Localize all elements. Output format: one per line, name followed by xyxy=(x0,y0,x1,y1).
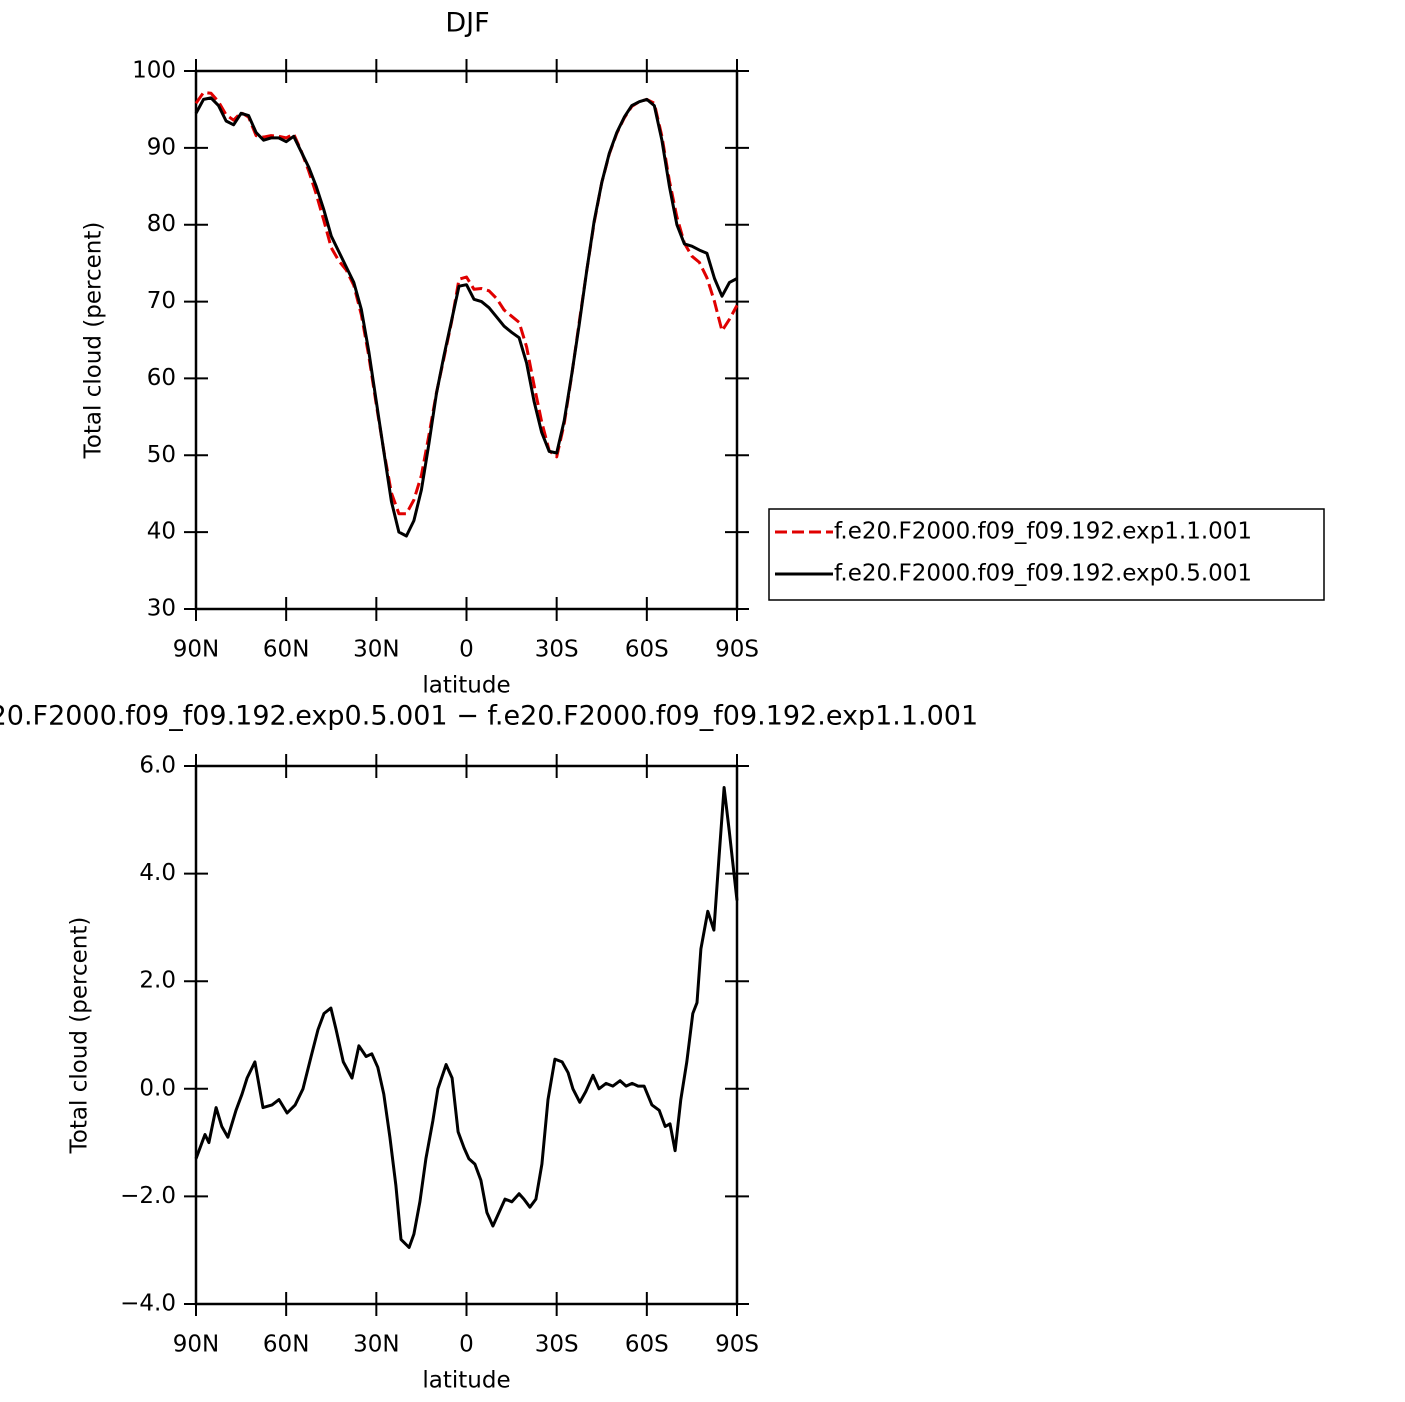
x-tick-label: 60N xyxy=(263,637,309,663)
chart-title: DJF xyxy=(445,8,489,39)
x-tick-label: 90S xyxy=(715,1332,759,1358)
y-tick-label: −2.0 xyxy=(120,1183,176,1209)
legend-label: f.e20.F2000.f09_f09.192.exp1.1.001 xyxy=(834,519,1252,545)
x-tick-label: 90N xyxy=(173,1332,219,1358)
y-axis-label: Total cloud (percent) xyxy=(67,917,93,1155)
data-line xyxy=(194,91,739,516)
y-tick-label: 70 xyxy=(147,288,176,314)
data-line xyxy=(194,786,739,1249)
x-tick-label: 30S xyxy=(535,637,579,663)
y-tick-label: 80 xyxy=(147,211,176,237)
data-line xyxy=(194,96,738,538)
x-tick-label: 30N xyxy=(353,1332,399,1358)
y-tick-label: 6.0 xyxy=(139,753,176,779)
y-tick-label: 0.0 xyxy=(139,1075,176,1101)
x-tick-label: 90N xyxy=(173,637,219,663)
plot-frame xyxy=(194,764,739,1306)
x-tick-label: 30N xyxy=(353,637,399,663)
x-axis-label: latitude xyxy=(422,673,510,699)
y-tick-label: 100 xyxy=(132,58,176,84)
x-axis-label: latitude xyxy=(422,1368,510,1394)
plot-frame xyxy=(194,69,739,611)
x-tick-label: 0 xyxy=(459,637,474,663)
x-tick-label: 60N xyxy=(263,1332,309,1358)
x-tick-label: 90S xyxy=(715,637,759,663)
x-tick-label: 60S xyxy=(625,637,669,663)
x-tick-label: 0 xyxy=(459,1332,474,1358)
y-tick-label: 30 xyxy=(147,596,176,622)
y-tick-label: 60 xyxy=(147,365,176,391)
legend-label: f.e20.F2000.f09_f09.192.exp0.5.001 xyxy=(834,561,1252,587)
y-tick-label: 2.0 xyxy=(139,968,176,994)
x-tick-label: 30S xyxy=(535,1332,579,1358)
y-tick-label: 50 xyxy=(147,442,176,468)
y-tick-label: 4.0 xyxy=(139,860,176,886)
legend-box xyxy=(768,508,1325,601)
y-tick-label: 90 xyxy=(147,134,176,160)
y-axis-label: Total cloud (percent) xyxy=(81,222,107,460)
x-tick-label: 60S xyxy=(625,1332,669,1358)
y-tick-label: −4.0 xyxy=(120,1291,176,1317)
chart-title: f.e20.F2000.f09_f09.192.exp0.5.001 − f.e… xyxy=(0,701,978,732)
y-tick-label: 40 xyxy=(147,519,176,545)
